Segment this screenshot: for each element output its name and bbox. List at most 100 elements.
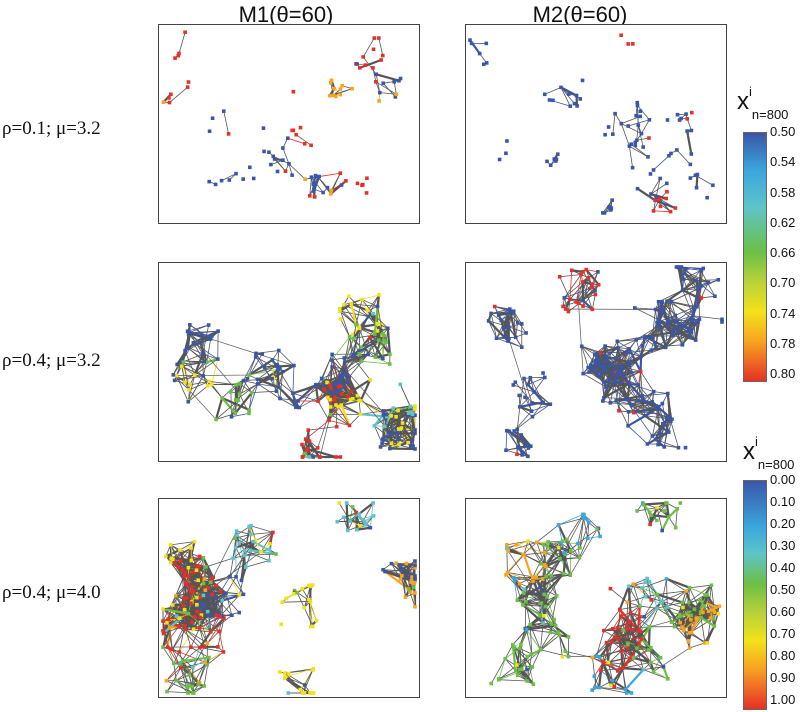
- network-edge: [682, 288, 698, 291]
- network-edge: [544, 552, 561, 560]
- network-node: [682, 271, 686, 276]
- network-edge: [330, 82, 334, 96]
- network-node: [387, 362, 392, 366]
- network-node: [182, 623, 187, 628]
- network-edge: [622, 662, 651, 669]
- network-edge: [344, 357, 362, 362]
- network-edge: [621, 116, 641, 124]
- network-node: [629, 142, 634, 147]
- network-node: [618, 368, 623, 373]
- network-node: [638, 109, 643, 114]
- network-node: [687, 585, 692, 590]
- network-node: [187, 683, 191, 688]
- network-node: [544, 574, 548, 579]
- network-edge: [174, 375, 204, 381]
- network-node: [604, 355, 609, 359]
- network-edge: [681, 601, 702, 619]
- network-node: [306, 428, 311, 432]
- network-edge: [507, 340, 522, 348]
- network-edge: [544, 552, 565, 566]
- network-node: [375, 321, 380, 326]
- network-node: [301, 691, 306, 695]
- network-node: [662, 509, 667, 513]
- network-edge: [309, 601, 314, 627]
- network-edge: [617, 372, 628, 400]
- network-edge: [187, 375, 204, 402]
- network-edge: [231, 412, 250, 418]
- network-node: [169, 92, 173, 97]
- network-node: [214, 417, 218, 422]
- network-node: [660, 310, 665, 315]
- network-edge: [244, 553, 276, 556]
- network-node: [640, 344, 645, 348]
- network-node: [505, 428, 509, 433]
- network-node: [556, 523, 561, 527]
- network-edge: [162, 607, 189, 615]
- network-edge: [375, 81, 397, 95]
- network-node: [381, 409, 386, 413]
- network-edge: [198, 631, 212, 649]
- network-node: [525, 679, 529, 683]
- network-edge: [631, 405, 645, 416]
- network-edge: [523, 552, 545, 556]
- network-edge: [235, 576, 244, 595]
- network-panel-r2-m2: [465, 262, 727, 462]
- network-node: [515, 452, 519, 457]
- network-edge: [648, 649, 664, 668]
- network-node: [377, 36, 381, 40]
- network-node: [581, 371, 585, 376]
- network-node: [699, 296, 704, 300]
- network-node: [506, 311, 511, 316]
- network-node: [576, 301, 581, 306]
- network-node: [649, 410, 654, 414]
- network-edge: [212, 592, 227, 595]
- network-node: [604, 369, 609, 373]
- network-node: [701, 266, 706, 271]
- network-node: [355, 527, 359, 532]
- network-node: [507, 336, 511, 341]
- network-node: [413, 563, 417, 568]
- network-node: [354, 323, 358, 327]
- network-edge: [172, 360, 183, 376]
- network-node: [630, 165, 635, 170]
- network-panel-r1-m2: [465, 24, 727, 224]
- network-edge: [513, 310, 523, 325]
- network-node: [526, 454, 530, 459]
- network-edge: [377, 306, 384, 334]
- network-node: [642, 413, 647, 418]
- network-edge: [569, 529, 598, 576]
- network-edge: [604, 360, 632, 373]
- network-edge: [666, 289, 684, 303]
- network-edge: [683, 630, 690, 649]
- network-node: [709, 583, 714, 588]
- network-node: [191, 589, 196, 593]
- network-node: [317, 174, 321, 179]
- network-node: [201, 374, 206, 378]
- network-edge: [347, 525, 361, 531]
- network-node: [484, 61, 489, 65]
- network-edge: [641, 119, 650, 134]
- network-edge: [360, 346, 384, 359]
- network-edge: [655, 309, 676, 322]
- network-node: [397, 442, 401, 447]
- network-edge: [504, 644, 514, 659]
- network-edge: [661, 601, 672, 623]
- network-edge: [620, 123, 630, 147]
- network-edge: [519, 378, 525, 407]
- network-edge: [519, 576, 533, 584]
- network-node: [189, 558, 194, 563]
- network-node: [531, 575, 535, 580]
- network-edge: [603, 601, 663, 663]
- network-node: [382, 333, 386, 338]
- network-edge: [229, 576, 244, 595]
- network-node: [214, 584, 218, 588]
- network-edge: [337, 520, 351, 523]
- network-node: [615, 339, 620, 344]
- network-node: [398, 76, 403, 81]
- network-node: [269, 162, 273, 167]
- network-node: [541, 400, 545, 405]
- network-node: [198, 340, 203, 345]
- network-edge: [375, 73, 400, 82]
- network-node: [371, 514, 376, 518]
- network-node: [234, 533, 239, 538]
